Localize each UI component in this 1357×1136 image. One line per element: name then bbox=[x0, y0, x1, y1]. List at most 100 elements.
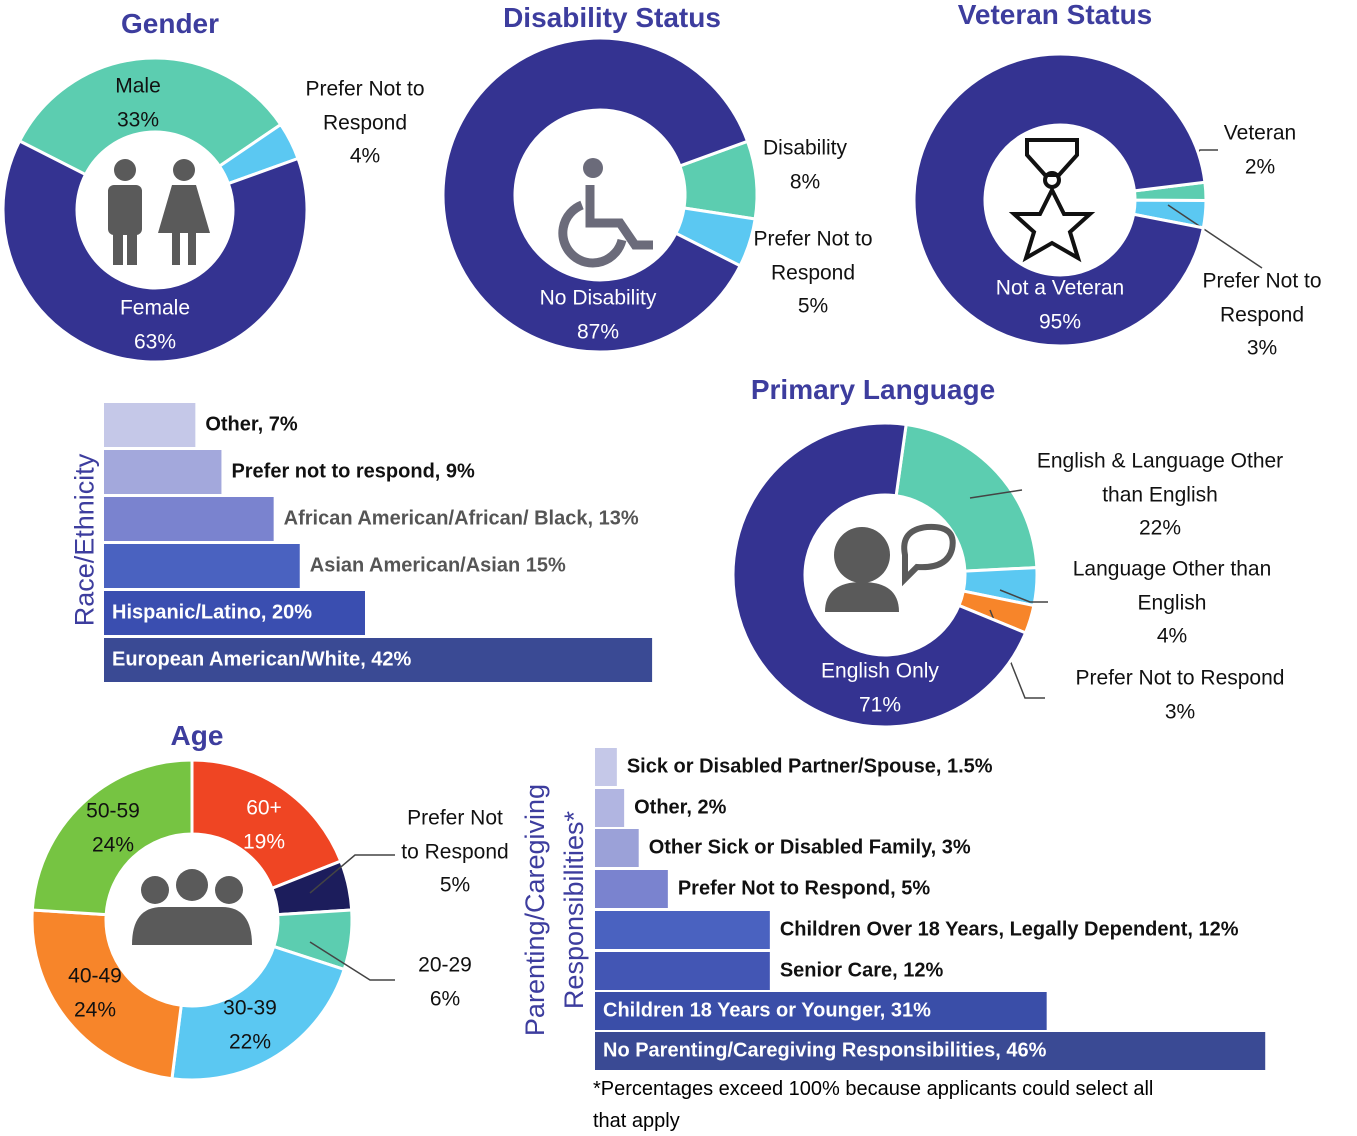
slice-label: 20-29 6% bbox=[400, 948, 490, 1015]
bar bbox=[595, 911, 770, 949]
leader-line bbox=[309, 854, 395, 894]
slice-value: 24% bbox=[73, 998, 117, 1021]
donut-slice bbox=[30, 908, 183, 1081]
slice-label: Prefer Not to Respond 3% bbox=[1177, 265, 1347, 366]
slice-label: 40-49 24% bbox=[50, 959, 140, 1026]
y-axis-label: Race/Ethnicity bbox=[69, 453, 100, 627]
slice-category: Veteran bbox=[1223, 121, 1297, 145]
slice-value: 5% bbox=[797, 294, 829, 318]
slice-category: Female bbox=[119, 296, 191, 320]
bar bbox=[104, 450, 222, 494]
donut-slice bbox=[894, 422, 1039, 573]
y-axis-label: Parenting/Caregiving Responsibilities* bbox=[519, 776, 589, 1037]
bar bbox=[104, 591, 365, 635]
slice-value: 6% bbox=[429, 987, 461, 1010]
slice-category: 50-59 bbox=[86, 799, 140, 823]
bar bbox=[104, 403, 196, 447]
footnote: *Percentages exceed 100% because applica… bbox=[593, 1078, 1159, 1132]
donut-slice bbox=[30, 758, 194, 917]
slice-value: 2% bbox=[1244, 155, 1276, 178]
bar-label: Hispanic/Latino, 20% bbox=[112, 601, 313, 624]
donut-slice bbox=[170, 944, 347, 1082]
slice-label: Prefer Not to Respond 4% bbox=[290, 73, 440, 174]
chart-title: Veteran Status bbox=[957, 0, 1153, 30]
leader-line bbox=[309, 941, 395, 981]
slice-category: Disability bbox=[762, 136, 848, 160]
slice-value: 5% bbox=[439, 873, 471, 897]
slice-value: 4% bbox=[349, 144, 381, 168]
bar-label: No Parenting/Caregiving Responsibilities… bbox=[603, 1039, 1047, 1062]
leader-line bbox=[999, 589, 1048, 603]
bar bbox=[104, 497, 274, 541]
slice-value: 95% bbox=[1038, 310, 1082, 333]
leader-line bbox=[1167, 204, 1263, 269]
slice-value: 87% bbox=[576, 320, 620, 343]
slice-category: English & Language Other than English bbox=[1036, 449, 1290, 507]
donut-slice bbox=[1, 138, 309, 364]
gender-icon bbox=[108, 159, 210, 265]
slice-value: 8% bbox=[789, 170, 821, 193]
bar bbox=[595, 829, 639, 867]
slice-category: 40-49 bbox=[68, 964, 122, 988]
bar bbox=[595, 748, 617, 786]
slice-label: Male 33% bbox=[78, 69, 198, 136]
slice-value: 24% bbox=[91, 833, 135, 856]
bar bbox=[595, 1032, 1266, 1070]
slice-category: Prefer Not to Respond bbox=[305, 77, 431, 135]
slice-label: 30-39 22% bbox=[205, 991, 295, 1058]
slice-label: Disability 8% bbox=[735, 131, 875, 198]
slice-value: 4% bbox=[1156, 624, 1188, 648]
chart-title: Disability Status bbox=[503, 2, 721, 33]
slice-category: Male bbox=[115, 74, 161, 98]
slice-value: 71% bbox=[858, 693, 902, 716]
slice-label: English & Language Other than English 22% bbox=[1035, 445, 1285, 546]
slice-value: 33% bbox=[116, 108, 160, 131]
bar-label: Other, 7% bbox=[205, 413, 298, 436]
slice-category: Not a Veteran bbox=[995, 276, 1125, 300]
slice-value: 19% bbox=[242, 830, 286, 853]
chart-title: Gender bbox=[120, 8, 220, 39]
speaker-icon bbox=[825, 523, 956, 612]
donut-slice bbox=[190, 758, 343, 891]
slice-label: Prefer Not to Respond 5% bbox=[738, 223, 888, 324]
slice-value: 22% bbox=[1138, 516, 1182, 540]
slice-label: 50-59 24% bbox=[68, 794, 158, 861]
slice-value: 3% bbox=[1164, 700, 1196, 723]
bar-label: Children 18 Years or Younger, 31% bbox=[603, 999, 931, 1022]
leader-line bbox=[969, 489, 1023, 499]
bar bbox=[104, 544, 300, 588]
bar bbox=[595, 789, 625, 827]
slice-category: 30-39 bbox=[223, 996, 277, 1020]
slice-value: 22% bbox=[228, 1030, 272, 1053]
slice-category: Prefer Not to Respond bbox=[1075, 666, 1285, 690]
bar-label: Asian American/Asian 15% bbox=[309, 554, 566, 577]
bar bbox=[104, 638, 653, 682]
slice-category: Language Other than English bbox=[1072, 557, 1278, 615]
bar bbox=[595, 870, 668, 908]
slice-label: No Disability 87% bbox=[508, 281, 688, 348]
slice-category: No Disability bbox=[539, 286, 657, 310]
bar bbox=[595, 952, 770, 990]
donut-slice bbox=[17, 56, 283, 177]
group-icon bbox=[132, 869, 252, 945]
slice-category: Prefer Not to Respond bbox=[401, 806, 509, 864]
bar-label: Sick or Disabled Partner/Spouse, 1.5% bbox=[626, 755, 993, 778]
slice-label: Language Other than English 4% bbox=[1072, 553, 1272, 654]
slice-category: 60+ bbox=[246, 796, 282, 820]
bar-label: African American/African/ Black, 13% bbox=[283, 507, 639, 530]
bar-label: Other, 2% bbox=[634, 796, 727, 819]
donut-slice bbox=[441, 36, 750, 354]
slice-label: English Only 71% bbox=[800, 654, 960, 721]
slice-value: 3% bbox=[1246, 336, 1278, 360]
donut-slice bbox=[912, 52, 1207, 348]
bar-label: European American/White, 42% bbox=[112, 648, 412, 671]
bar bbox=[595, 992, 1047, 1030]
slice-label: Prefer Not to Respond 5% bbox=[400, 802, 510, 903]
slice-label: Veteran 2% bbox=[1200, 116, 1320, 183]
wheelchair-icon bbox=[558, 158, 653, 268]
slice-label: Prefer Not to Respond 3% bbox=[1040, 661, 1320, 728]
slice-category: English Only bbox=[821, 659, 939, 683]
slice-category: Prefer Not to Respond bbox=[1202, 269, 1328, 327]
chart-title: Age bbox=[170, 720, 224, 751]
